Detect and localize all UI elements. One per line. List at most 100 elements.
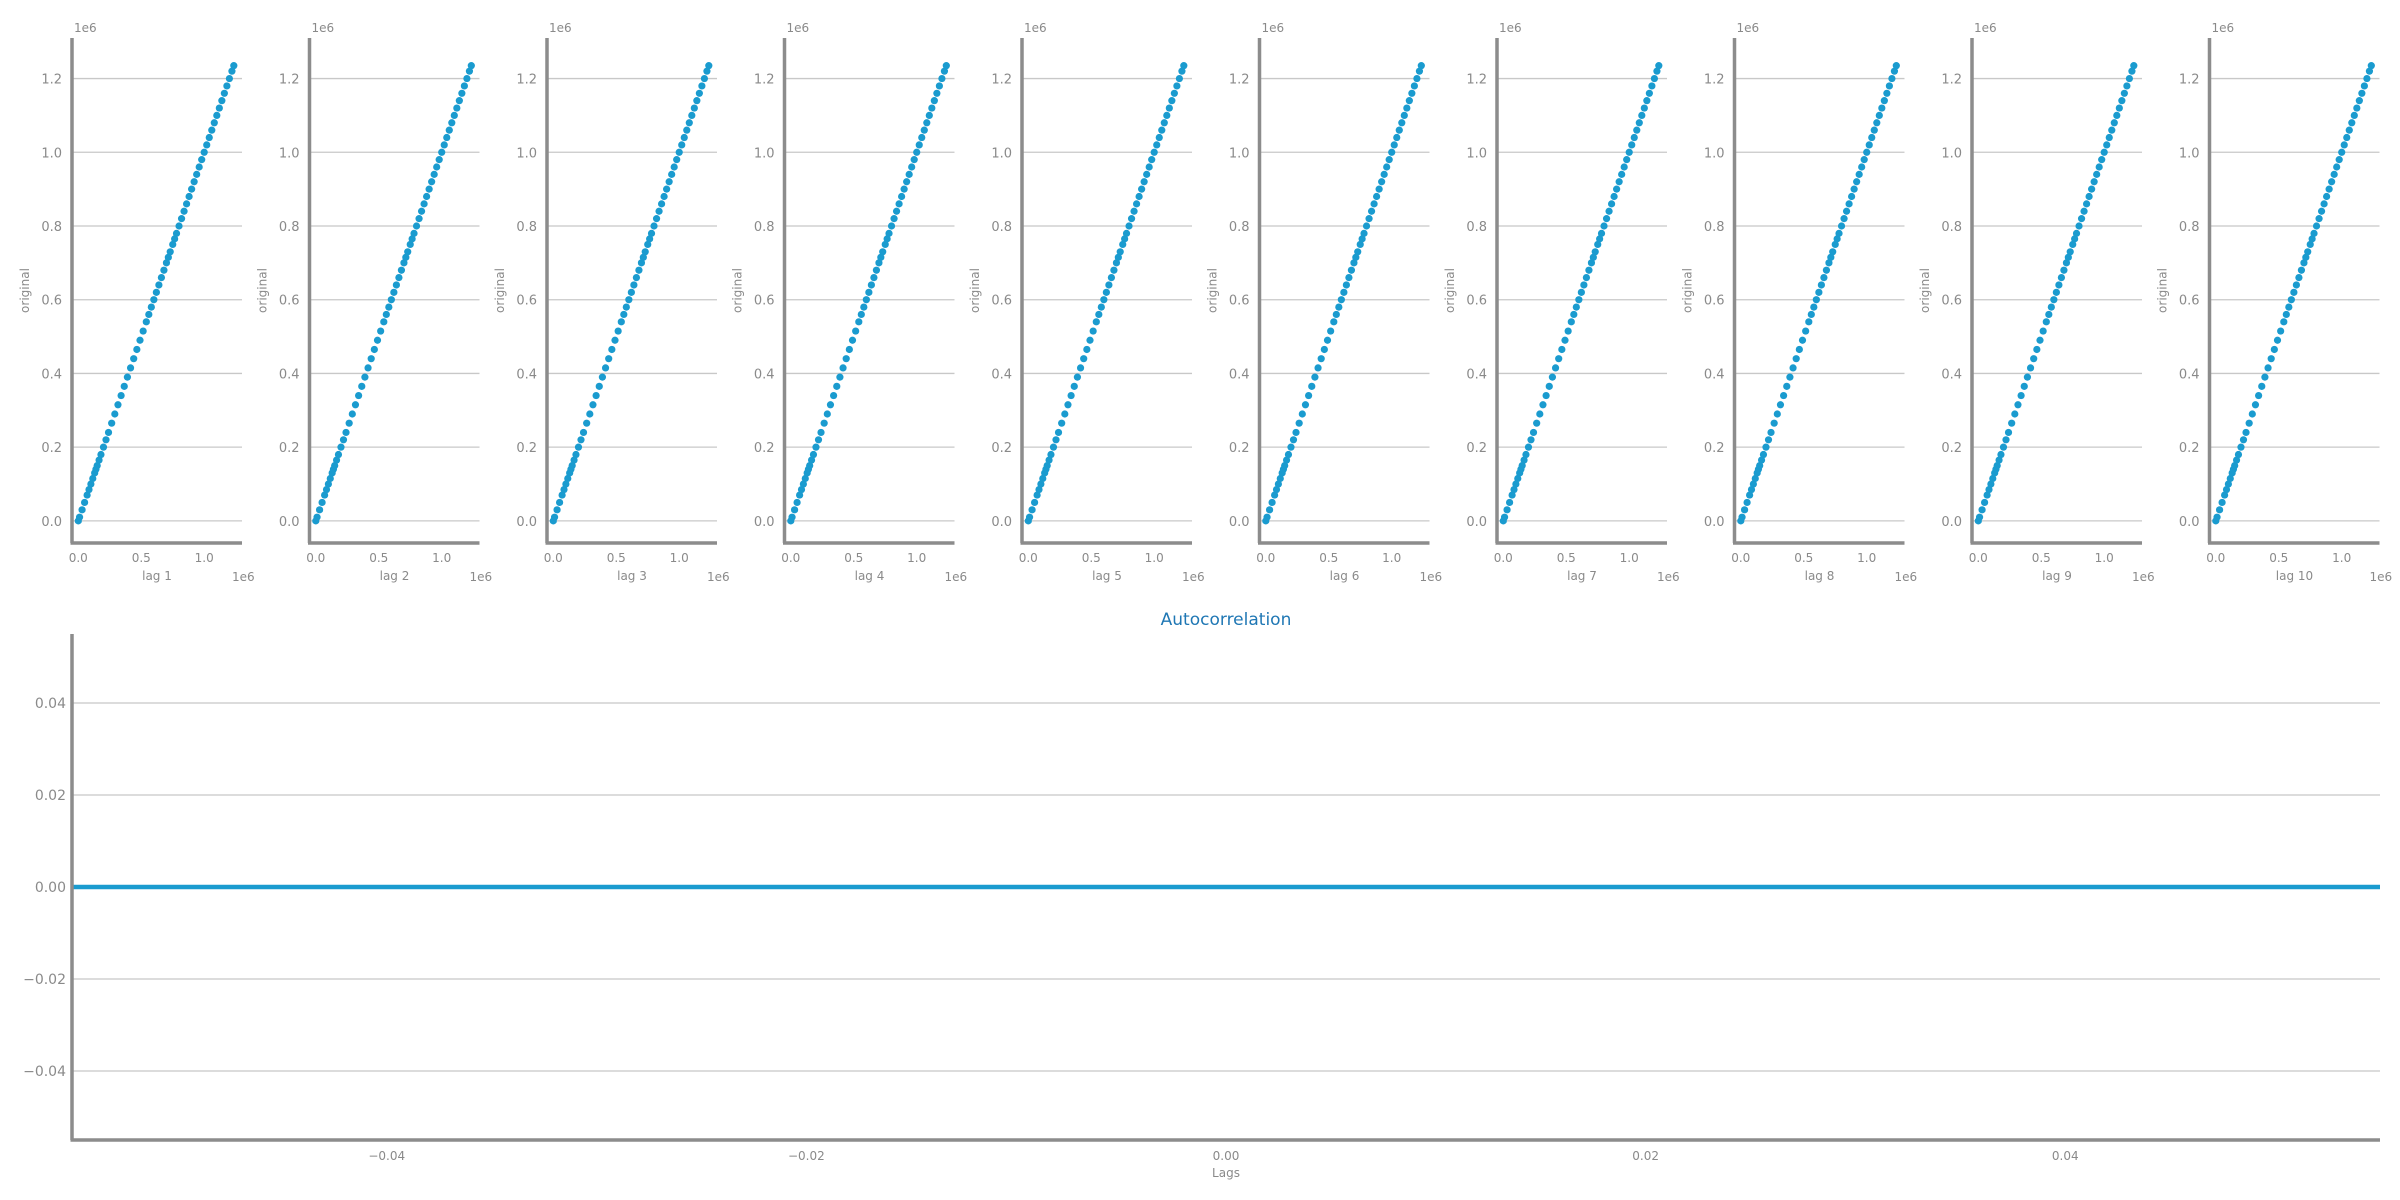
scatter-point xyxy=(2363,74,2371,83)
scatter-point xyxy=(1987,480,1995,488)
x-axis-label: lag 3 xyxy=(617,569,647,583)
lag-panel-4: 0.0 0.2 0.4 0.6 0.8 1.0 1.2 0.0 0.5 1.0 1e6 1e6 lag … xyxy=(731,21,968,584)
scatter-point xyxy=(1888,74,1896,83)
scatter-point xyxy=(1413,74,1421,83)
scatter-point xyxy=(918,133,926,142)
scatter-point xyxy=(668,170,676,178)
scatter-point xyxy=(2002,436,2010,444)
scatter-point xyxy=(142,318,150,326)
scatter-point xyxy=(1130,207,1138,215)
scatter-point xyxy=(2224,480,2232,488)
x-offset-label: 1e6 xyxy=(1420,570,1443,584)
scatter-point xyxy=(2234,450,2243,459)
scatter-point xyxy=(430,170,438,178)
scatter-point xyxy=(1354,248,1362,256)
scatter-point xyxy=(1274,480,1282,488)
y-tick-label: 0.00 xyxy=(35,880,66,896)
scatter-point xyxy=(1097,303,1105,311)
scatter-point xyxy=(790,506,799,514)
scatter-point xyxy=(1983,491,1991,499)
scatter-point xyxy=(823,410,831,418)
scatter-point xyxy=(1145,163,1153,171)
y-tick-label: 0.8 xyxy=(1229,220,1250,235)
scatter-point xyxy=(1263,513,1271,521)
scatter-point xyxy=(428,178,436,186)
scatter-point xyxy=(1043,461,1051,470)
scatter-point xyxy=(2258,382,2266,390)
scatter-point xyxy=(852,327,860,335)
scatter-point xyxy=(1298,410,1306,418)
y-tick-label: 0.8 xyxy=(2179,220,2200,235)
scatter-point xyxy=(1792,355,1800,363)
y-axis-label: original xyxy=(1206,268,1220,313)
scatter-point xyxy=(1810,303,1818,311)
scatter-point xyxy=(2348,119,2356,127)
scatter-point xyxy=(589,401,597,409)
scatter-point xyxy=(1268,498,1276,507)
scatter-point xyxy=(1602,215,1611,223)
y-tick-label: 0.0 xyxy=(2179,515,2200,530)
scatter-point xyxy=(387,296,395,304)
y-tick-label: 0.0 xyxy=(1466,515,1487,530)
x-offset-label: 1e6 xyxy=(1895,570,1918,584)
scatter-point xyxy=(2360,82,2368,90)
scatter-point xyxy=(95,456,103,464)
scatter-point xyxy=(650,222,658,230)
scatter-point xyxy=(1271,491,1279,499)
scatter-point xyxy=(185,192,193,201)
scatter-point xyxy=(570,456,578,464)
scatter-point xyxy=(2123,82,2131,90)
y-offset-label: 1e6 xyxy=(1974,21,1997,35)
scatter-point xyxy=(2232,456,2241,464)
scatter-point xyxy=(458,89,466,97)
scatter-point xyxy=(614,327,622,335)
scatter-point xyxy=(1885,82,1893,90)
scatter-point xyxy=(358,382,366,390)
scatter-point xyxy=(392,281,400,289)
scatter-point xyxy=(622,303,630,311)
scatter-point xyxy=(1150,148,1158,156)
scatter-point xyxy=(166,248,174,256)
scatter-point xyxy=(370,345,378,354)
scatter-point xyxy=(190,178,198,186)
scatter-point xyxy=(903,178,911,186)
scatter-point xyxy=(1052,436,1060,444)
scatter-point xyxy=(89,474,97,483)
scatter-point xyxy=(2239,436,2248,444)
scatter-point xyxy=(1883,89,1891,97)
scatter-point xyxy=(1100,296,1108,304)
scatter-point xyxy=(1607,200,1616,208)
scatter-point xyxy=(1410,82,1418,90)
scatter-point xyxy=(678,141,686,149)
scatter-point xyxy=(1746,491,1754,499)
y-tick-label: 1.0 xyxy=(41,146,62,161)
scatter-point xyxy=(1536,410,1544,418)
y-tick-label: 1.0 xyxy=(516,146,537,161)
scatter-point xyxy=(1086,336,1094,344)
y-axis-label: original xyxy=(18,268,32,313)
scatter-point xyxy=(162,259,171,267)
scatter-point xyxy=(1345,274,1353,282)
scatter-point xyxy=(97,450,105,459)
scatter-point xyxy=(663,185,671,193)
scatter-point xyxy=(1400,111,1408,120)
scatter-point xyxy=(2085,192,2093,201)
y-tick-label: 0.8 xyxy=(991,220,1012,235)
scatter-point xyxy=(337,443,345,451)
scatter-point xyxy=(935,82,943,90)
y-tick-label: 0.8 xyxy=(1466,220,1487,235)
scatter-point xyxy=(1822,266,1831,274)
scatter-point xyxy=(898,192,906,201)
scatter-point xyxy=(331,461,339,470)
scatter-point xyxy=(315,506,324,514)
scatter-point xyxy=(867,281,875,289)
scatter-point xyxy=(433,163,441,171)
scatter-point xyxy=(326,474,334,483)
scatter-point xyxy=(1342,281,1350,289)
scatter-point xyxy=(879,248,887,256)
scatter-point xyxy=(2358,89,2366,97)
scatter-point xyxy=(205,133,213,142)
scatter-point xyxy=(2008,419,2016,427)
scatter-point xyxy=(646,235,654,243)
scatter-point xyxy=(1064,401,1072,409)
